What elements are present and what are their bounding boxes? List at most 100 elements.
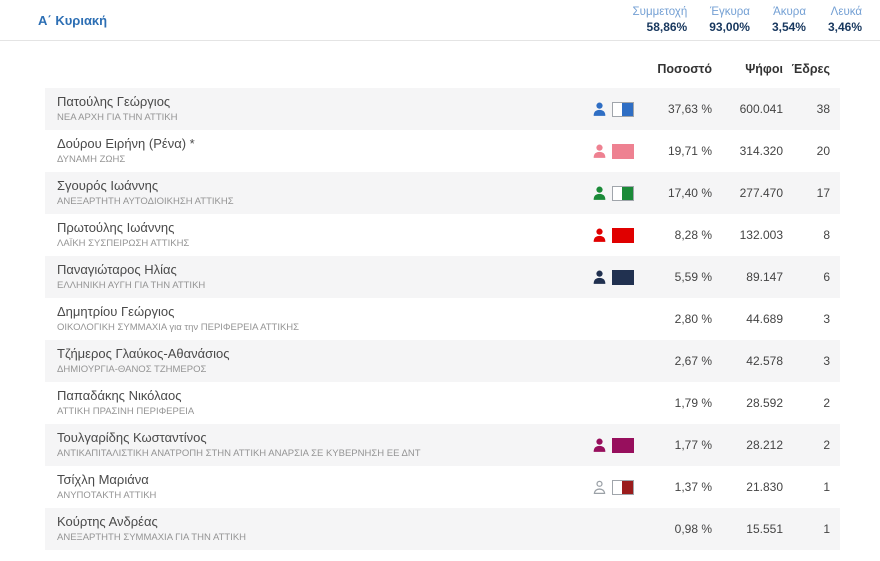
candidate-name: Τζήμερος Γλαύκος-Αθανάσιος xyxy=(57,346,230,361)
stat-label: Λευκά xyxy=(830,6,862,18)
person-icon xyxy=(591,269,608,286)
stat-label: Έγκυρα xyxy=(709,6,750,18)
seats-value: 2 xyxy=(823,396,830,410)
party-name: ΟΙΚΟΛΟΓΙΚΗ ΣΥΜΜΑΧΙΑ για την ΠΕΡΙΦΕΡΕΙΑ Α… xyxy=(57,322,300,333)
col-header-seats: Έδρες xyxy=(791,62,830,76)
candidate-cell: Τσίχλη Μαριάνα ΑΝΥΠΟΤΑΚΤΗ ΑΤΤΙΚΗ xyxy=(57,472,584,502)
table-body: Πατούλης Γεώργιος ΝΕΑ ΑΡΧΗ ΓΙΑ ΤΗΝ ΑΤΤΙΚ… xyxy=(45,88,840,550)
candidate-row[interactable]: Δημητρίου Γεώργιος ΟΙΚΟΛΟΓΙΚΗ ΣΥΜΜΑΧΙΑ γ… xyxy=(45,298,840,340)
stat-value: 3,46% xyxy=(827,20,862,34)
votes-value: 21.830 xyxy=(746,480,783,494)
party-name: ΑΝΤΙΚΑΠΙΤΑΛΙΣΤΙΚΗ ΑΝΑΤΡΟΠΗ ΣΤΗΝ ΑΤΤΙΚΗ Α… xyxy=(57,448,421,459)
candidate-row[interactable]: Σγουρός Ιωάννης ΑΝΕΞΑΡΤΗΤΗ ΑΥΤΟΔΙΟΙΚΗΣΗ … xyxy=(45,172,840,214)
party-name: ΔΥΝΑΜΗ ΖΩΗΣ xyxy=(57,154,126,165)
percent-value: 17,40 % xyxy=(667,186,712,200)
party-icons xyxy=(584,479,640,496)
candidate-name: Πατούλης Γεώργιος xyxy=(57,94,171,109)
stat-label: Άκυρα xyxy=(773,6,806,18)
votes-value: 314.320 xyxy=(739,144,783,158)
party-icons xyxy=(584,227,640,244)
candidate-cell: Πρωτούλης Ιωάννης ΛΑΪΚΗ ΣΥΣΠΕΙΡΩΣΗ ΑΤΤΙΚ… xyxy=(57,220,584,250)
person-icon xyxy=(591,101,608,118)
candidate-name: Κούρτης Ανδρέας xyxy=(57,514,158,529)
percent-value: 1,37 % xyxy=(674,480,712,494)
votes-value: 42.578 xyxy=(746,354,783,368)
candidate-row[interactable]: Τζήμερος Γλαύκος-Αθανάσιος ΔΗΜΙΟΥΡΓΙΑ-ΘΑ… xyxy=(45,340,840,382)
party-name: ΑΝΕΞΑΡΤΗΤΗ ΣΥΜΜΑΧΙΑ ΓΙΑ ΤΗΝ ΑΤΤΙΚΗ xyxy=(57,532,247,543)
table-header-row: Ποσοστό Ψήφοι Έδρες xyxy=(45,41,840,88)
votes-value: 28.592 xyxy=(746,396,783,410)
party-flag-icon xyxy=(612,143,634,159)
votes-value: 44.689 xyxy=(746,312,783,326)
candidate-cell: Σγουρός Ιωάννης ΑΝΕΞΑΡΤΗΤΗ ΑΥΤΟΔΙΟΙΚΗΣΗ … xyxy=(57,178,584,208)
person-icon xyxy=(591,185,608,202)
stat-value: 58,86% xyxy=(646,20,688,34)
party-flag-icon xyxy=(612,269,634,285)
party-flag-icon xyxy=(612,185,634,201)
candidate-row[interactable]: Κούρτης Ανδρέας ΑΝΕΞΑΡΤΗΤΗ ΣΥΜΜΑΧΙΑ ΓΙΑ … xyxy=(45,508,840,550)
stat-label: Συμμετοχή xyxy=(632,6,688,18)
party-name: ΛΑΪΚΗ ΣΥΣΠΕΙΡΩΣΗ ΑΤΤΙΚΗΣ xyxy=(57,238,190,249)
party-icons xyxy=(584,185,640,202)
topbar: Α΄ Κυριακή Συμμετοχή 58,86% Έγκυρα 93,00… xyxy=(0,0,880,41)
votes-value: 132.003 xyxy=(739,228,783,242)
candidate-row[interactable]: Πατούλης Γεώργιος ΝΕΑ ΑΡΧΗ ΓΙΑ ΤΗΝ ΑΤΤΙΚ… xyxy=(45,88,840,130)
candidate-cell: Παπαδάκης Νικόλαος ΑΤΤΙΚΗ ΠΡΑΣΙΝΗ ΠΕΡΙΦΕ… xyxy=(57,388,584,418)
summary-stat: Συμμετοχή 58,86% xyxy=(633,6,688,34)
seats-value: 38 xyxy=(816,102,830,116)
percent-value: 19,71 % xyxy=(667,144,712,158)
candidate-name: Παπαδάκης Νικόλαος xyxy=(57,388,182,403)
party-flag-icon xyxy=(612,227,634,243)
votes-value: 277.470 xyxy=(739,186,783,200)
seats-value: 1 xyxy=(823,522,830,536)
candidate-cell: Τουλγαρίδης Κωσταντίνος ΑΝΤΙΚΑΠΙΤΑΛΙΣΤΙΚ… xyxy=(57,430,584,460)
col-header-votes: Ψήφοι xyxy=(745,62,783,76)
seats-value: 3 xyxy=(823,312,830,326)
percent-value: 1,77 % xyxy=(674,438,712,452)
percent-value: 2,67 % xyxy=(674,354,712,368)
person-icon xyxy=(591,227,608,244)
person-icon xyxy=(591,479,608,496)
candidate-cell: Δούρου Ειρήνη (Ρένα) * ΔΥΝΑΜΗ ΖΩΗΣ xyxy=(57,136,584,166)
round-tab[interactable]: Α΄ Κυριακή xyxy=(38,12,108,28)
seats-value: 20 xyxy=(816,144,830,158)
votes-value: 600.041 xyxy=(739,102,783,116)
party-name: ΝΕΑ ΑΡΧΗ ΓΙΑ ΤΗΝ ΑΤΤΙΚΗ xyxy=(57,112,178,123)
candidate-name: Τουλγαρίδης Κωσταντίνος xyxy=(57,430,207,445)
summary-stats: Συμμετοχή 58,86% Έγκυρα 93,00% Άκυρα 3,5… xyxy=(633,6,862,34)
candidate-name: Σγουρός Ιωάννης xyxy=(57,178,159,193)
party-name: ΕΛΛΗΝΙΚΗ ΑΥΓΗ ΓΙΑ ΤΗΝ ΑΤΤΙΚΗ xyxy=(57,280,206,291)
candidate-row[interactable]: Παναγιώταρος Ηλίας ΕΛΛΗΝΙΚΗ ΑΥΓΗ ΓΙΑ ΤΗΝ… xyxy=(45,256,840,298)
candidate-name: Δούρου Ειρήνη (Ρένα) * xyxy=(57,136,195,151)
party-name: ΑΝΕΞΑΡΤΗΤΗ ΑΥΤΟΔΙΟΙΚΗΣΗ ΑΤΤΙΚΗΣ xyxy=(57,196,234,207)
percent-value: 0,98 % xyxy=(674,522,712,536)
summary-stat: Λευκά 3,46% xyxy=(828,6,862,34)
summary-stat: Άκυρα 3,54% xyxy=(772,6,806,34)
percent-value: 37,63 % xyxy=(667,102,712,116)
candidate-name: Παναγιώταρος Ηλίας xyxy=(57,262,177,277)
candidate-name: Τσίχλη Μαριάνα xyxy=(57,472,149,487)
candidate-row[interactable]: Δούρου Ειρήνη (Ρένα) * ΔΥΝΑΜΗ ΖΩΗΣ 19,71… xyxy=(45,130,840,172)
party-icons xyxy=(584,101,640,118)
person-icon xyxy=(591,437,608,454)
party-icons xyxy=(584,143,640,160)
party-flag-icon xyxy=(612,479,634,495)
candidate-row[interactable]: Πρωτούλης Ιωάννης ΛΑΪΚΗ ΣΥΣΠΕΙΡΩΣΗ ΑΤΤΙΚ… xyxy=(45,214,840,256)
party-icons xyxy=(584,269,640,286)
seats-value: 8 xyxy=(823,228,830,242)
percent-value: 5,59 % xyxy=(674,270,712,284)
candidate-row[interactable]: Τουλγαρίδης Κωσταντίνος ΑΝΤΙΚΑΠΙΤΑΛΙΣΤΙΚ… xyxy=(45,424,840,466)
person-icon xyxy=(591,143,608,160)
percent-value: 2,80 % xyxy=(674,312,712,326)
party-name: ΑΝΥΠΟΤΑΚΤΗ ΑΤΤΙΚΗ xyxy=(57,490,157,501)
results-table: Ποσοστό Ψήφοι Έδρες Πατούλης Γεώργιος ΝΕ… xyxy=(45,41,840,550)
votes-value: 28.212 xyxy=(746,438,783,452)
candidate-cell: Κούρτης Ανδρέας ΑΝΕΞΑΡΤΗΤΗ ΣΥΜΜΑΧΙΑ ΓΙΑ … xyxy=(57,514,584,544)
candidate-row[interactable]: Τσίχλη Μαριάνα ΑΝΥΠΟΤΑΚΤΗ ΑΤΤΙΚΗ 1,37 % … xyxy=(45,466,840,508)
candidate-name: Δημητρίου Γεώργιος xyxy=(57,304,175,319)
candidate-cell: Τζήμερος Γλαύκος-Αθανάσιος ΔΗΜΙΟΥΡΓΙΑ-ΘΑ… xyxy=(57,346,584,376)
votes-value: 89.147 xyxy=(746,270,783,284)
party-name: ΑΤΤΙΚΗ ΠΡΑΣΙΝΗ ΠΕΡΙΦΕΡΕΙΑ xyxy=(57,406,195,417)
candidate-row[interactable]: Παπαδάκης Νικόλαος ΑΤΤΙΚΗ ΠΡΑΣΙΝΗ ΠΕΡΙΦΕ… xyxy=(45,382,840,424)
